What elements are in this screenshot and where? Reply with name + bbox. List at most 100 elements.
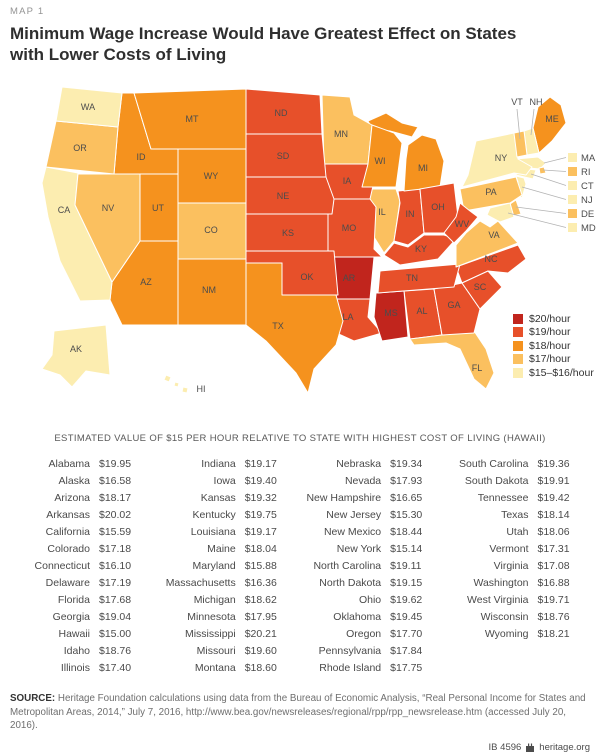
state-value: $19.42 bbox=[537, 491, 570, 504]
state-row: Indiana $19.17 bbox=[148, 455, 295, 472]
state-label-MT: MT bbox=[186, 114, 199, 124]
footer: IB 4596 heritage.org bbox=[10, 742, 590, 753]
state-value: $16.58 bbox=[99, 474, 132, 487]
state-row: Kentucky $19.75 bbox=[148, 506, 295, 523]
state-name: South Carolina bbox=[459, 457, 529, 470]
legend-item: $17/hour bbox=[513, 353, 594, 367]
state-name: Connecticut bbox=[34, 559, 90, 572]
state-name: South Dakota bbox=[464, 474, 529, 487]
legend-label: $15–$16/hour bbox=[529, 366, 594, 379]
state-label-IL: IL bbox=[378, 207, 386, 217]
state-name: Alabama bbox=[48, 457, 90, 470]
page-title: Minimum Wage Increase Would Have Greates… bbox=[10, 24, 517, 64]
state-value: $18.62 bbox=[244, 593, 277, 606]
state-row: Florida $17.68 bbox=[10, 591, 148, 608]
state-row: Louisiana $19.17 bbox=[148, 523, 295, 540]
state-row: Virginia $17.08 bbox=[445, 557, 590, 574]
state-UT bbox=[139, 173, 179, 242]
state-name: Arizona bbox=[54, 491, 90, 504]
legend-swatch-icon bbox=[513, 340, 523, 351]
state-name: North Carolina bbox=[313, 559, 382, 572]
state-value: $19.95 bbox=[99, 457, 132, 470]
state-label-ND: ND bbox=[275, 108, 288, 118]
state-label-CT: CT bbox=[581, 181, 594, 192]
state-row: Montana $18.60 bbox=[148, 659, 295, 676]
state-name: Georgia bbox=[52, 610, 90, 623]
state-label-UT: UT bbox=[152, 203, 164, 213]
state-FL bbox=[409, 330, 495, 390]
state-row: Pennsylvania $17.84 bbox=[295, 642, 444, 659]
us-map-svg: AL AK AZ AR CA CO CT DE FL GA HI ID IL IN IA KS KY LA ME MD… bbox=[41, 86, 596, 394]
state-value: $17.70 bbox=[390, 627, 423, 640]
state-name: Michigan bbox=[193, 593, 236, 606]
state-value: $16.10 bbox=[99, 559, 132, 572]
state-label-TX: TX bbox=[272, 321, 284, 331]
state-value: $19.11 bbox=[390, 559, 422, 572]
state-label-WA: WA bbox=[81, 102, 95, 112]
state-label-NJ: NJ bbox=[581, 195, 593, 206]
state-TN bbox=[377, 263, 461, 294]
state-label-MO: MO bbox=[342, 223, 357, 233]
state-row: Kansas $19.32 bbox=[148, 489, 295, 506]
state-row: Mississippi $20.21 bbox=[148, 625, 295, 642]
state-value: $19.91 bbox=[537, 474, 570, 487]
state-name: Iowa bbox=[213, 474, 236, 487]
state-label-HI: HI bbox=[197, 384, 206, 394]
state-row: Georgia $19.04 bbox=[10, 608, 148, 625]
state-value: $18.14 bbox=[537, 508, 570, 521]
state-row: Ohio $19.62 bbox=[295, 591, 444, 608]
legend-swatch-icon bbox=[513, 327, 523, 338]
state-value: $15.30 bbox=[390, 508, 423, 521]
state-row: New Hampshire $16.65 bbox=[295, 489, 444, 506]
state-row: Alabama $19.95 bbox=[10, 455, 148, 472]
state-name: Texas bbox=[501, 508, 529, 521]
source-note: SOURCE: Heritage Foundation calculations… bbox=[10, 692, 588, 733]
state-name: New York bbox=[336, 542, 382, 555]
state-value: $17.75 bbox=[390, 661, 423, 674]
state-row: Vermont $17.31 bbox=[445, 540, 590, 557]
state-row: Massachusetts $16.36 bbox=[148, 574, 295, 591]
state-value: $17.40 bbox=[99, 661, 132, 674]
state-value: $19.75 bbox=[244, 508, 277, 521]
state-row: Michigan $18.62 bbox=[148, 591, 295, 608]
state-row: Washington $16.88 bbox=[445, 574, 590, 591]
state-name: New Mexico bbox=[323, 525, 382, 538]
state-value: $18.04 bbox=[244, 542, 277, 555]
state-value: $19.17 bbox=[244, 525, 277, 538]
state-label-ID: ID bbox=[137, 152, 147, 162]
state-value: $20.02 bbox=[99, 508, 132, 521]
state-label-WV: WV bbox=[455, 219, 470, 229]
state-row: Oklahoma $19.45 bbox=[295, 608, 444, 625]
state-label-AZ: AZ bbox=[140, 277, 152, 287]
callout-swatch-DE bbox=[568, 209, 577, 218]
state-name: Utah bbox=[506, 525, 529, 538]
state-value: $19.40 bbox=[244, 474, 277, 487]
state-name: Minnesota bbox=[187, 610, 236, 623]
state-name: Illinois bbox=[60, 661, 90, 674]
state-name: Pennsylvania bbox=[318, 644, 382, 657]
state-row: Idaho $18.76 bbox=[10, 642, 148, 659]
state-row: West Virginia $19.71 bbox=[445, 591, 590, 608]
state-name: Missouri bbox=[196, 644, 236, 657]
table-column: Alabama $19.95 Alaska $16.58 Arizona $18.17 Ar… bbox=[10, 455, 148, 676]
state-row: Texas $18.14 bbox=[445, 506, 590, 523]
legend-item: $20/hour bbox=[513, 312, 594, 326]
state-row: Nevada $17.93 bbox=[295, 472, 444, 489]
state-label-MA: MA bbox=[581, 153, 596, 164]
state-row: Arizona $18.17 bbox=[10, 489, 148, 506]
state-value: $17.19 bbox=[99, 576, 132, 589]
legend-item: $15–$16/hour bbox=[513, 366, 594, 380]
state-label-AL: AL bbox=[416, 306, 427, 316]
state-row: New Jersey $15.30 bbox=[295, 506, 444, 523]
legend-label: $19/hour bbox=[529, 326, 571, 339]
state-row: Connecticut $16.10 bbox=[10, 557, 148, 574]
state-WA bbox=[55, 86, 123, 128]
state-label-ME: ME bbox=[545, 114, 559, 124]
state-row: Maryland $15.88 bbox=[148, 557, 295, 574]
callout-swatch-NJ bbox=[568, 195, 577, 204]
state-label-MI: MI bbox=[418, 163, 428, 173]
state-value: $19.15 bbox=[390, 576, 423, 589]
state-label-OR: OR bbox=[73, 143, 87, 153]
state-label-KS: KS bbox=[282, 228, 294, 238]
state-label-MN: MN bbox=[334, 129, 348, 139]
